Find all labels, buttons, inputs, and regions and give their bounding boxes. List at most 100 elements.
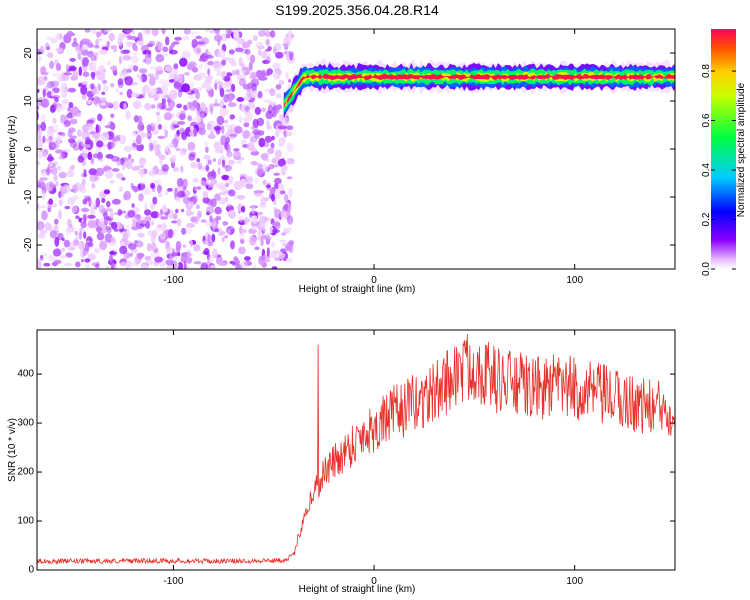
- spectrogram-noise-cell: [100, 44, 107, 48]
- spectrogram-noise-cell: [280, 232, 287, 236]
- spectrogram-noise-cell: [159, 159, 164, 166]
- spectrogram-noise-cell: [271, 135, 275, 141]
- spectrogram-noise-cell: [210, 218, 217, 228]
- spectrogram-noise-region: [37, 29, 296, 269]
- spectrogram-noise-cell: [89, 173, 98, 183]
- spectrogram-noise-cell: [59, 254, 68, 260]
- spectrogram-noise-cell: [175, 246, 181, 253]
- spectrogram-noise-cell: [165, 264, 175, 269]
- spectrogram-noise-cell: [177, 121, 186, 125]
- spectrogram-noise-cell: [151, 29, 159, 37]
- spectrogram-noise-cell: [189, 125, 195, 131]
- spectrogram-noise-cell: [87, 219, 97, 229]
- spectrogram-noise-cell: [150, 182, 155, 189]
- spectrogram-noise-cell: [82, 57, 89, 67]
- x-tick-label: -100: [163, 576, 183, 587]
- spectrogram-noise-cell: [214, 98, 218, 106]
- spectrogram-noise-cell: [149, 65, 157, 70]
- spectrogram-noise-cell: [255, 41, 264, 48]
- spectrogram-noise-cell: [62, 184, 71, 194]
- spectrogram-noise-cell: [106, 40, 110, 49]
- spectrogram-noise-cell: [132, 51, 139, 56]
- spectrogram-noise-cell: [205, 84, 213, 91]
- spectrogram-noise-cell: [65, 222, 69, 226]
- spectrogram-noise-cell: [240, 261, 248, 269]
- spectrogram-noise-cell: [110, 122, 116, 131]
- spectrogram-noise-cell: [131, 203, 135, 208]
- spectrogram-noise-cell: [217, 158, 222, 166]
- spectrogram-noise-cell: [256, 168, 264, 176]
- spectrogram-noise-cell: [137, 232, 145, 238]
- spectrogram-noise-cell: [53, 174, 58, 182]
- spectrogram-noise-cell: [261, 107, 266, 113]
- spectrogram-noise-cell: [227, 209, 237, 219]
- spectrogram-noise-cell: [109, 209, 114, 219]
- snr-plot-area: [37, 334, 675, 565]
- spectrogram-x-ticks: -100 0 100: [163, 29, 583, 286]
- colorbar: 0.0 0.2 0.4 0.6 0.8 Normalized spectral ampl…: [701, 29, 747, 276]
- spectrogram-noise-cell: [223, 119, 229, 124]
- spectrogram-noise-cell: [69, 58, 76, 62]
- spectrogram-noise-cell: [86, 99, 92, 105]
- spectrogram-noise-cell: [58, 209, 62, 220]
- spectrogram-noise-cell: [66, 30, 74, 38]
- spectrogram-noise-cell: [193, 261, 202, 265]
- spectrogram-noise-cell: [271, 241, 275, 248]
- spectrogram-noise-cell: [81, 148, 89, 153]
- spectrogram-noise-cell: [52, 248, 62, 257]
- spectrogram-noise-cell: [218, 261, 228, 267]
- spectrogram-noise-cell: [207, 234, 212, 244]
- spectrogram-noise-cell: [150, 235, 156, 243]
- spectrogram-noise-cell: [136, 40, 143, 45]
- spectrogram-y-axis-label: Frequency (Hz): [7, 116, 18, 185]
- spectrogram-noise-cell: [267, 147, 275, 155]
- spectrogram-noise-cell: [186, 222, 195, 228]
- spectrogram-noise-cell: [80, 85, 88, 95]
- spectrogram-noise-cell: [156, 70, 164, 75]
- spectrogram-noise-cell: [190, 31, 198, 35]
- spectrogram-noise-cell: [288, 187, 293, 198]
- spectrogram-noise-cell: [177, 89, 183, 98]
- spectrogram-noise-cell: [151, 122, 160, 127]
- spectrogram-noise-cell: [196, 158, 201, 163]
- spectrogram-noise-cell: [153, 262, 158, 267]
- spectrogram-noise-cell: [161, 84, 169, 93]
- spectrogram-noise-cell: [269, 88, 276, 97]
- spectrogram-noise-cell: [222, 71, 228, 77]
- spectrogram-noise-cell: [98, 204, 105, 214]
- spectrogram-noise-cell: [263, 217, 271, 222]
- spectrogram-noise-cell: [234, 125, 243, 134]
- spectrogram-noise-cell: [67, 247, 76, 251]
- spectrogram-noise-cell: [244, 256, 251, 261]
- spectrogram-noise-cell: [131, 166, 140, 171]
- spectrogram-noise-cell: [137, 164, 145, 168]
- spectrogram-noise-cell: [238, 116, 243, 124]
- spectrogram-noise-cell: [189, 239, 193, 248]
- spectrogram-noise-cell: [94, 52, 98, 62]
- spectrogram-noise-cell: [83, 231, 87, 239]
- spectrogram-noise-cell: [84, 241, 90, 252]
- spectrogram-noise-cell: [38, 232, 46, 239]
- spectrogram-noise-cell: [62, 149, 71, 153]
- spectrogram-noise-cell: [109, 251, 115, 255]
- spectrogram-noise-cell: [179, 57, 188, 67]
- spectrogram-noise-cell: [67, 138, 76, 144]
- spectrogram-noise-cell: [158, 102, 167, 110]
- spectrogram-noise-cell: [196, 86, 202, 92]
- x-tick-label: -100: [163, 275, 183, 286]
- spectrogram-noise-cell: [279, 239, 287, 243]
- spectrogram-noise-cell: [276, 183, 285, 192]
- spectrogram-noise-cell: [181, 227, 187, 235]
- spectrogram-noise-cell: [180, 208, 185, 213]
- spectrogram-noise-cell: [104, 169, 114, 179]
- spectrogram-noise-cell: [96, 232, 105, 241]
- spectrogram-noise-cell: [56, 165, 62, 171]
- spectrogram-noise-cell: [104, 125, 112, 129]
- spectrogram-noise-cell: [71, 184, 78, 194]
- spectrogram-noise-cell: [78, 130, 85, 136]
- spectrogram-noise-cell: [127, 261, 137, 267]
- spectrogram-noise-cell: [144, 209, 152, 216]
- spectrogram-noise-cell: [266, 68, 274, 75]
- spectrogram-noise-cell: [171, 42, 175, 48]
- spectrogram-noise-cell: [48, 135, 53, 141]
